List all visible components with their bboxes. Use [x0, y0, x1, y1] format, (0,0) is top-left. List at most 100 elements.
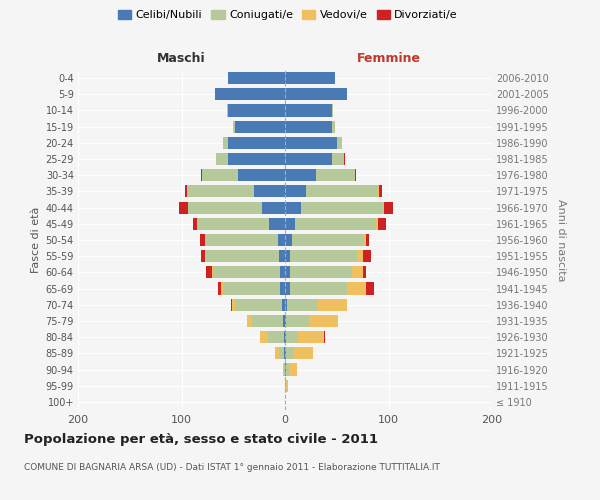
- Bar: [285, 348, 286, 360]
- Bar: [228, 153, 285, 165]
- Bar: [285, 120, 332, 132]
- Bar: [358, 250, 362, 262]
- Bar: [285, 266, 290, 278]
- Bar: [309, 315, 338, 327]
- Bar: [283, 315, 285, 327]
- Y-axis label: Fasce di età: Fasce di età: [31, 207, 41, 273]
- Bar: [295, 348, 313, 360]
- Bar: [355, 169, 356, 181]
- Bar: [223, 282, 280, 294]
- Bar: [362, 234, 366, 246]
- Bar: [362, 250, 371, 262]
- Bar: [206, 250, 279, 262]
- Bar: [268, 331, 284, 343]
- Bar: [223, 137, 228, 149]
- Bar: [283, 364, 284, 376]
- Bar: [301, 202, 383, 213]
- Bar: [286, 348, 295, 360]
- Bar: [238, 169, 285, 181]
- Bar: [306, 186, 378, 198]
- Bar: [285, 72, 335, 84]
- Bar: [221, 282, 223, 294]
- Bar: [285, 282, 290, 294]
- Bar: [227, 104, 228, 117]
- Bar: [200, 234, 205, 246]
- Bar: [215, 88, 285, 101]
- Text: Femmine: Femmine: [356, 52, 421, 65]
- Bar: [285, 234, 292, 246]
- Bar: [385, 202, 392, 213]
- Bar: [235, 298, 282, 311]
- Bar: [185, 186, 187, 198]
- Bar: [286, 331, 298, 343]
- Bar: [285, 250, 290, 262]
- Bar: [285, 315, 286, 327]
- Bar: [282, 298, 285, 311]
- Bar: [269, 218, 285, 230]
- Bar: [228, 104, 285, 117]
- Bar: [187, 186, 254, 198]
- Bar: [285, 298, 287, 311]
- Bar: [286, 380, 288, 392]
- Bar: [285, 169, 316, 181]
- Bar: [366, 234, 369, 246]
- Bar: [285, 218, 295, 230]
- Bar: [228, 137, 285, 149]
- Bar: [292, 234, 362, 246]
- Text: Popolazione per età, sesso e stato civile - 2011: Popolazione per età, sesso e stato civil…: [24, 432, 378, 446]
- Bar: [337, 137, 342, 149]
- Bar: [212, 266, 280, 278]
- Bar: [280, 282, 285, 294]
- Bar: [262, 202, 285, 213]
- Bar: [284, 364, 285, 376]
- Bar: [287, 298, 318, 311]
- Bar: [332, 153, 344, 165]
- Y-axis label: Anni di nascita: Anni di nascita: [556, 198, 566, 281]
- Bar: [285, 137, 337, 149]
- Bar: [316, 169, 355, 181]
- Bar: [206, 266, 212, 278]
- Bar: [366, 282, 374, 294]
- Bar: [378, 186, 379, 198]
- Bar: [378, 218, 386, 230]
- Bar: [218, 282, 221, 294]
- Bar: [362, 266, 366, 278]
- Bar: [197, 218, 269, 230]
- Bar: [179, 202, 188, 213]
- Bar: [298, 331, 325, 343]
- Bar: [247, 315, 252, 327]
- Bar: [231, 298, 232, 311]
- Bar: [201, 250, 205, 262]
- Bar: [383, 202, 385, 213]
- Bar: [260, 331, 268, 343]
- Bar: [205, 250, 206, 262]
- Bar: [379, 186, 382, 198]
- Bar: [285, 88, 347, 101]
- Bar: [352, 266, 362, 278]
- Bar: [228, 72, 285, 84]
- Bar: [332, 120, 335, 132]
- Bar: [347, 282, 366, 294]
- Bar: [295, 218, 376, 230]
- Text: Maschi: Maschi: [157, 52, 206, 65]
- Bar: [286, 315, 309, 327]
- Bar: [233, 120, 235, 132]
- Bar: [254, 186, 285, 198]
- Bar: [279, 348, 284, 360]
- Bar: [285, 186, 306, 198]
- Bar: [285, 153, 332, 165]
- Bar: [376, 218, 378, 230]
- Bar: [290, 250, 358, 262]
- Bar: [279, 250, 285, 262]
- Bar: [232, 298, 235, 311]
- Bar: [286, 364, 289, 376]
- Bar: [284, 348, 285, 360]
- Bar: [285, 364, 286, 376]
- Bar: [290, 266, 352, 278]
- Bar: [202, 169, 238, 181]
- Bar: [290, 282, 347, 294]
- Bar: [201, 169, 202, 181]
- Text: COMUNE DI BAGNARIA ARSA (UD) - Dati ISTAT 1° gennaio 2011 - Elaborazione TUTTITA: COMUNE DI BAGNARIA ARSA (UD) - Dati ISTA…: [24, 462, 440, 471]
- Bar: [275, 348, 279, 360]
- Bar: [280, 266, 285, 278]
